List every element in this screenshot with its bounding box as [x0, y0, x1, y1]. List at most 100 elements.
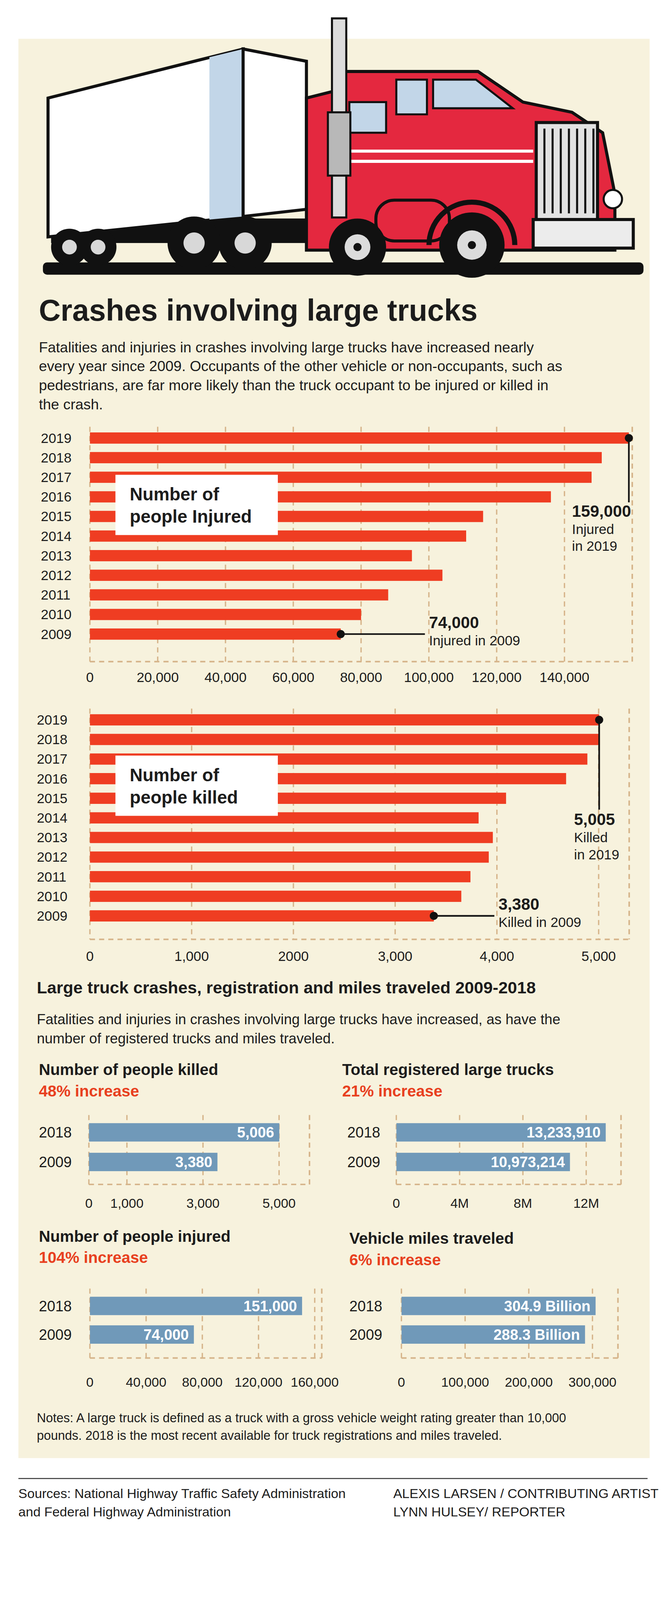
category-label: 2012 — [41, 567, 72, 583]
annotation-line — [340, 633, 425, 635]
chart-title: Number of people injured — [38, 1227, 231, 1246]
category-label: 2010 — [36, 888, 68, 905]
bar — [89, 851, 489, 864]
annotation-dot — [429, 911, 439, 921]
category-label: 2019 — [36, 712, 68, 728]
category-label: 2013 — [36, 829, 68, 846]
category-label: 2017 — [36, 751, 68, 767]
chart-title: people killed — [129, 787, 238, 808]
tick-label: 20,000 — [136, 669, 179, 685]
truck-hub-center — [467, 241, 476, 250]
tick-label: 4M — [450, 1196, 469, 1211]
truck-stripe — [341, 159, 533, 163]
bar — [89, 550, 412, 562]
section-title: Large truck crashes, registration and mi… — [36, 978, 536, 998]
annotation-text: in 2019 — [574, 847, 620, 863]
truck-grill-bar — [575, 128, 578, 214]
panel-background — [18, 38, 650, 1459]
annotation-label: 159,000 — [572, 502, 632, 521]
frame-line — [631, 427, 634, 662]
category-label: 2011 — [36, 869, 67, 885]
chart-title: Vehicle miles traveled — [349, 1229, 514, 1248]
tick-label: 5,000 — [262, 1196, 296, 1211]
annotation-line — [627, 438, 630, 503]
notes: pounds. 2018 is the most recent availabl… — [36, 1428, 503, 1444]
truck-trailer-front — [243, 48, 307, 217]
category-label: 2010 — [41, 606, 72, 623]
chart-subtitle: 6% increase — [349, 1251, 441, 1270]
tick-label: 2000 — [278, 948, 309, 964]
truck-illustration — [42, 18, 644, 278]
category-label: 2018 — [38, 1298, 72, 1315]
tick-label: 120,000 — [471, 669, 522, 685]
bar — [396, 1123, 606, 1142]
data-label: 151,000 — [243, 1298, 297, 1315]
truck-hub — [90, 239, 106, 255]
section-subtitle: number of registered trucks and miles tr… — [36, 1030, 335, 1047]
tick-label: 120,000 — [234, 1375, 283, 1390]
axis-line — [88, 1183, 310, 1186]
tick-label: 8M — [513, 1196, 533, 1211]
truck-trailer-shade — [209, 48, 244, 220]
comparison-chart: Total registered large trucks21% increas… — [342, 1060, 622, 1211]
credits: LYNN HULSEY/ REPORTER — [393, 1504, 566, 1520]
tick-label: 12M — [573, 1196, 600, 1211]
truck-headlight — [603, 189, 623, 209]
tick-label: 0 — [397, 1375, 406, 1390]
chart-subtitle: 21% increase — [342, 1082, 443, 1101]
bar — [89, 890, 462, 903]
tick-label: 140,000 — [539, 669, 590, 685]
annotation-label: 3,380 — [498, 895, 540, 914]
tick-label: 80,000 — [339, 669, 383, 685]
tick-label: 1,000 — [110, 1196, 144, 1211]
truck-window — [396, 79, 427, 115]
truck-hub-center — [353, 243, 362, 252]
bar — [89, 714, 600, 726]
bar — [396, 1153, 570, 1172]
chart-title-box — [115, 755, 278, 816]
data-label: 304.9 Billion — [504, 1298, 591, 1315]
truck-wheel — [439, 212, 505, 278]
tick-label: 40,000 — [204, 669, 247, 685]
axis-line — [89, 938, 630, 941]
category-label: 2009 — [347, 1154, 381, 1171]
chart-title: Number of — [129, 765, 220, 786]
frame-line — [617, 1289, 619, 1359]
chart-subtitle: 104% increase — [38, 1248, 148, 1267]
tick-label: 5,000 — [581, 948, 616, 964]
subtitle: pedestrians, are far more likely than th… — [38, 377, 549, 394]
truck-wheel — [218, 216, 272, 270]
bars — [89, 714, 600, 922]
chart-title: Number of people killed — [38, 1060, 219, 1079]
tick-label: 4,000 — [479, 948, 515, 964]
truck-grill-bar — [584, 128, 587, 214]
tick-label: 40,000 — [125, 1375, 167, 1390]
category-label: 2011 — [41, 587, 71, 603]
category-label: 2009 — [349, 1326, 383, 1344]
annotation-text: Injured in 2009 — [429, 633, 521, 649]
bar — [89, 734, 600, 746]
frame-line — [628, 708, 630, 940]
truck-grill-bar — [567, 128, 570, 214]
bar — [401, 1297, 596, 1316]
bar — [89, 1325, 194, 1345]
category-label: 2013 — [41, 548, 72, 564]
annotation-text: Killed in 2009 — [498, 914, 582, 930]
bar — [89, 589, 389, 601]
subtitle: the crash. — [38, 396, 103, 413]
truck-wheel — [329, 218, 387, 276]
tick-label: 160,000 — [290, 1375, 339, 1390]
truck-grill-bar — [592, 128, 595, 214]
tick-label: 0 — [85, 669, 94, 685]
tick-label: 100,000 — [404, 669, 454, 685]
axis-line — [401, 1357, 618, 1360]
axis-line — [396, 1183, 621, 1186]
annotation-text: Killed — [574, 829, 608, 846]
data-label: 13,233,910 — [526, 1124, 601, 1141]
truck-exhaust-guard — [327, 112, 351, 176]
tick-label: 1,000 — [174, 948, 209, 964]
category-label: 2009 — [38, 1154, 72, 1171]
truck-trailer — [48, 48, 244, 237]
title: Crashes involving large trucks — [38, 293, 478, 328]
annotation-text: Injured — [572, 521, 615, 537]
